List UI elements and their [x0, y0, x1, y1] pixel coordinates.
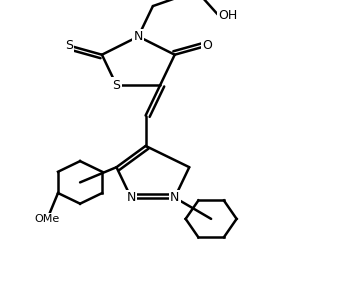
- Text: S: S: [112, 79, 120, 92]
- Text: OH: OH: [218, 9, 238, 22]
- Text: O: O: [202, 39, 213, 52]
- Text: N: N: [170, 191, 179, 204]
- Text: OMe: OMe: [35, 214, 60, 224]
- Text: S: S: [65, 39, 73, 52]
- Text: N: N: [126, 191, 136, 204]
- Text: N: N: [134, 30, 143, 43]
